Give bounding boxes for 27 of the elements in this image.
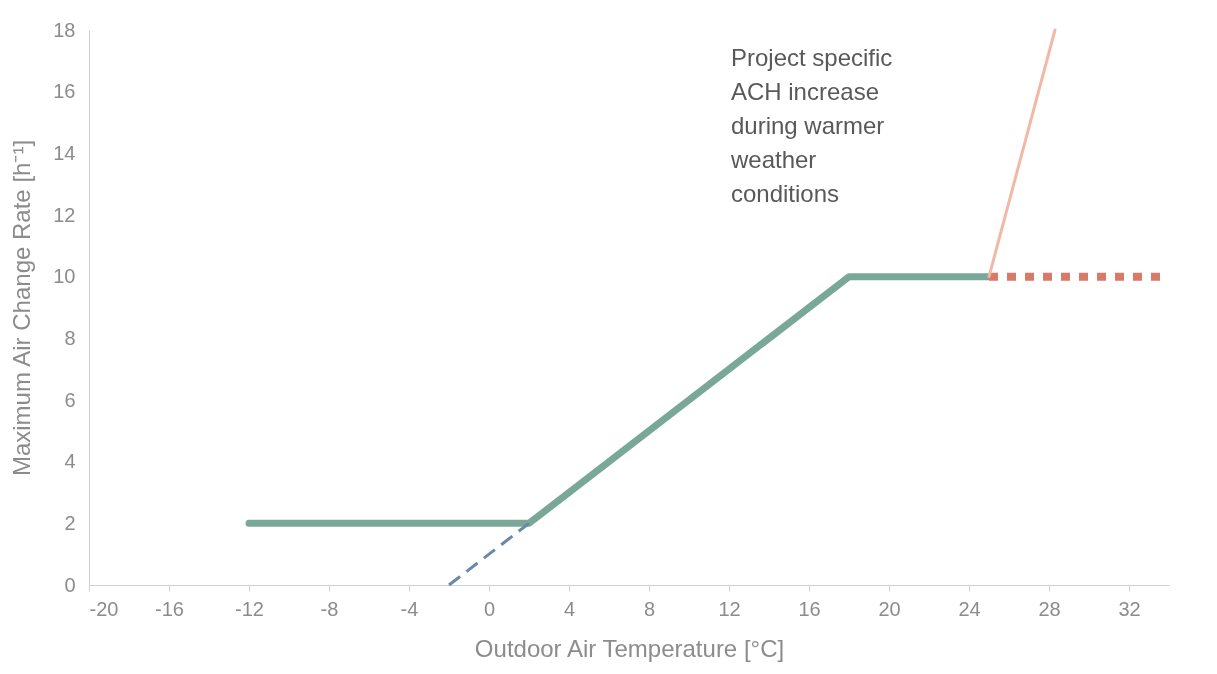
x-tick-label: -12 — [235, 597, 264, 620]
x-tick-label: -4 — [400, 597, 419, 620]
x-tick-label: 12 — [718, 597, 741, 620]
y-tick-label: 18 — [53, 18, 76, 41]
y-tick-label: 8 — [64, 326, 76, 349]
x-tick-label: 32 — [1118, 597, 1141, 620]
y-tick-label: 10 — [53, 265, 76, 288]
y-tick-label: 4 — [64, 450, 76, 473]
x-tick-label: -16 — [155, 597, 184, 620]
annotation: Project specific ACH increase during warmer weather conditions — [729, 43, 893, 207]
x-tick-label: 0 — [483, 597, 496, 620]
x-tick-label: 16 — [798, 597, 821, 620]
y-tick-label: 16 — [53, 80, 76, 103]
y-tick-label: 2 — [64, 511, 76, 534]
x-tick-label: -20 — [89, 597, 119, 620]
y-axis-title: Maximum Air Change Rate [h⁻¹] — [8, 139, 36, 477]
x-tick-label: 28 — [1038, 597, 1061, 620]
y-tick-label: 0 — [64, 573, 76, 596]
x-axis-title: Outdoor Air Temperature [°C] — [474, 634, 785, 662]
x-tick-label: 24 — [958, 597, 981, 620]
y-tick-label: 6 — [64, 388, 76, 411]
x-tick-label: 8 — [643, 597, 656, 620]
y-tick-label: 12 — [53, 203, 76, 226]
x-tick-label: 4 — [563, 597, 576, 620]
x-tick-label: 20 — [878, 597, 901, 620]
y-tick-label: 14 — [53, 141, 76, 164]
x-tick-label: -8 — [320, 597, 339, 620]
